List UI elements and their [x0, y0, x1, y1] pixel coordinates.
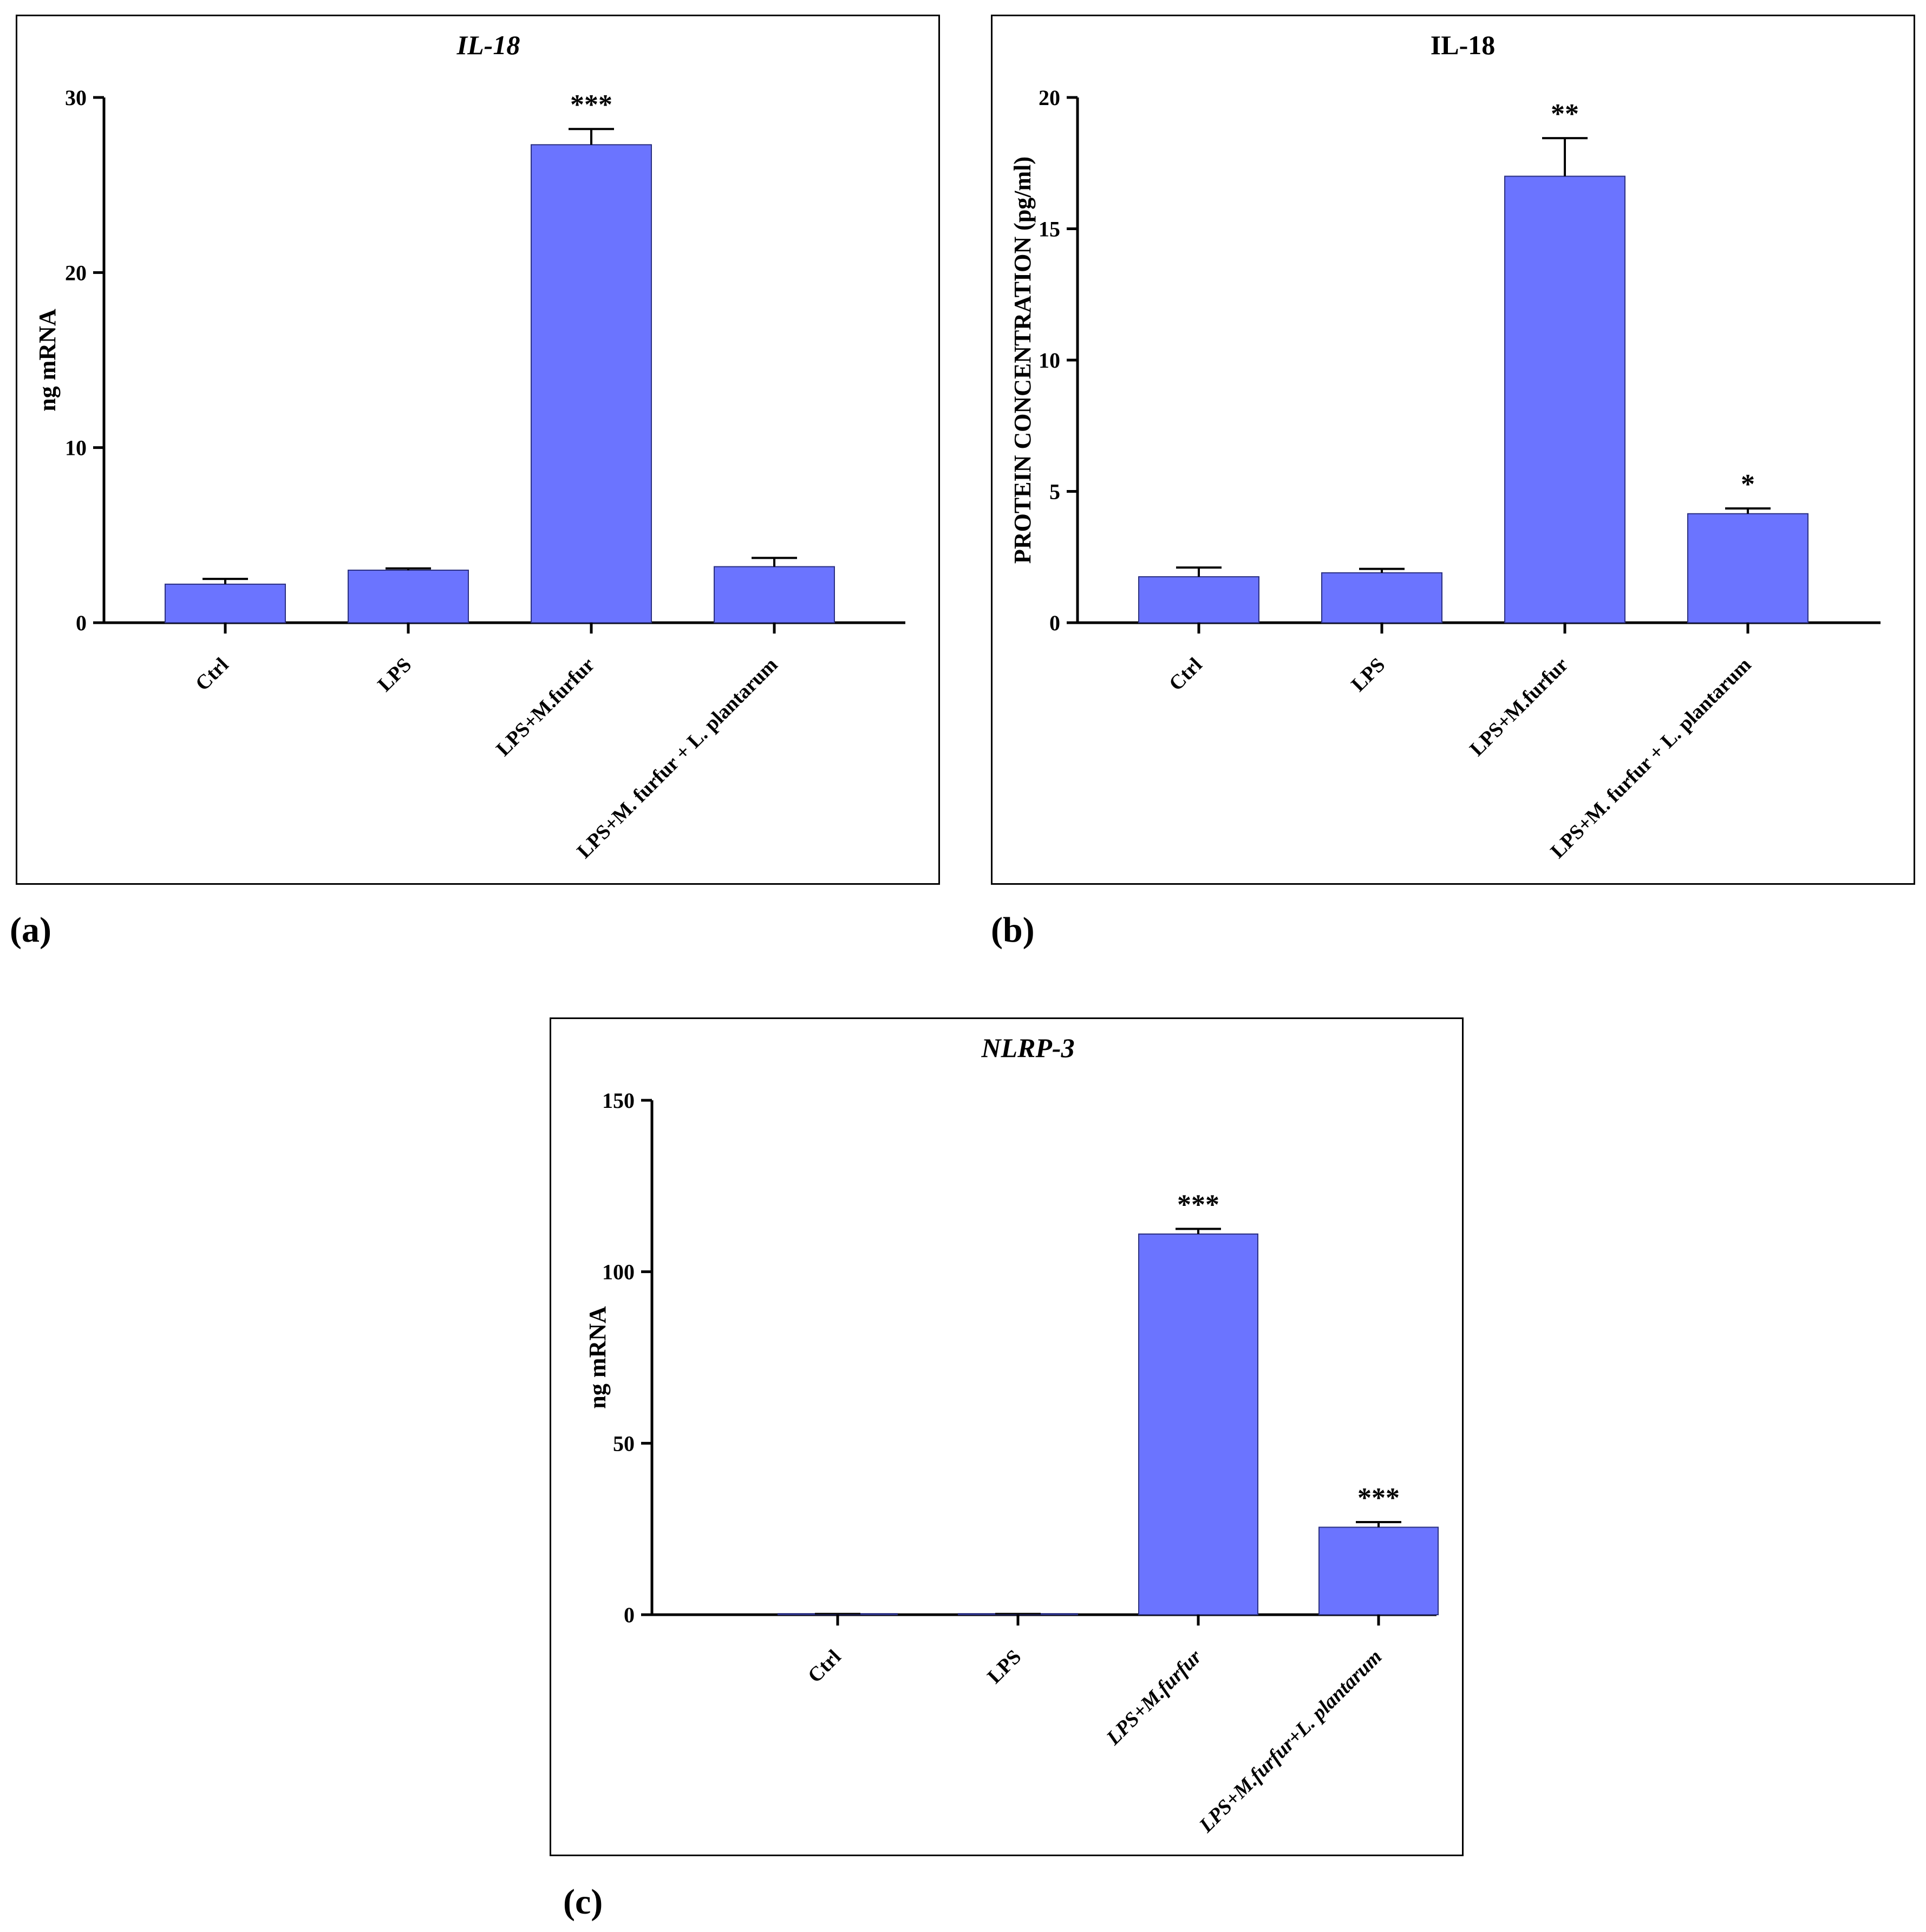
- y-tick-label: 20: [65, 260, 87, 285]
- bar: [1138, 1233, 1258, 1615]
- x-category-label: LPS+M.furfur: [1102, 1645, 1207, 1750]
- panel-label-c: (c): [563, 1882, 603, 1922]
- bar: [1318, 1526, 1439, 1615]
- significance-marker: ***: [1357, 1483, 1400, 1513]
- x-category-label: LPS+M.furfur: [492, 654, 599, 761]
- y-tick-label: 10: [65, 436, 87, 460]
- y-tick-label: 5: [1049, 480, 1060, 504]
- chart-c-svg: NLRP-3 ng mRNA 0 50 100 150 Ctrl LPS *** LPS+M.fu…: [584, 1033, 1439, 1837]
- chart-title: IL-18: [456, 30, 520, 60]
- bar: [1138, 576, 1259, 623]
- y-tick-label: 10: [1039, 348, 1060, 373]
- bar: [714, 566, 835, 623]
- y-tick-label: 0: [76, 611, 87, 635]
- y-tick-label: 20: [1039, 86, 1060, 110]
- significance-marker: ***: [1177, 1190, 1219, 1220]
- x-category-label: LPS+M. furfur + L. plantarum: [573, 654, 782, 863]
- chart-panel-c: NLRP-3 ng mRNA 0 50 100 150 Ctrl LPS *** LPS+M.fu…: [550, 1017, 1464, 1856]
- y-tick-label: 50: [613, 1431, 635, 1455]
- significance-marker: *: [1741, 469, 1755, 500]
- x-category-label: LPS: [1347, 654, 1389, 696]
- chart-title: NLRP-3: [981, 1033, 1074, 1063]
- panel-label-a: (a): [10, 910, 51, 950]
- bar: [1321, 572, 1442, 623]
- y-axis-label: PROTEIN CONCENTRATION (pg/ml): [1009, 156, 1036, 564]
- bar: [531, 144, 652, 624]
- chart-panel-a: IL-18 ng mRNA 0 10 20 30 Ctrl LPS *** LPS+M.furfu…: [16, 15, 940, 885]
- y-tick-label: 100: [602, 1260, 635, 1284]
- x-category-label: LPS: [983, 1646, 1026, 1688]
- x-category-label: LPS: [373, 654, 416, 696]
- chart-title: IL-18: [1431, 30, 1495, 60]
- x-category-label: LPS+M. furfur + L. plantarum: [1546, 654, 1756, 863]
- y-axis-label: ng mRNA: [584, 1306, 611, 1409]
- x-category-label: LPS+M.furfur+L. plantarum: [1194, 1646, 1386, 1837]
- chart-panel-b: IL-18 PROTEIN CONCENTRATION (pg/ml) 0 5 10 15…: [991, 15, 1915, 885]
- bar: [348, 570, 469, 623]
- panel-label-b: (b): [991, 910, 1035, 950]
- bar: [1504, 175, 1625, 623]
- significance-marker: ***: [570, 89, 612, 120]
- x-category-label: Ctrl: [804, 1646, 845, 1687]
- x-category-label: Ctrl: [1165, 654, 1206, 695]
- x-category-label: LPS+M.furfur: [1465, 654, 1572, 761]
- bar: [1687, 513, 1809, 623]
- x-category-label: Ctrl: [191, 654, 233, 695]
- bar: [165, 583, 286, 624]
- significance-marker: **: [1551, 99, 1579, 129]
- y-axis-label: ng mRNA: [34, 309, 61, 412]
- chart-a-svg: IL-18 ng mRNA 0 10 20 30 Ctrl LPS *** LPS+M.furfu…: [34, 30, 905, 863]
- y-tick-label: 150: [602, 1088, 635, 1113]
- y-tick-label: 0: [624, 1603, 635, 1627]
- chart-b-svg: IL-18 PROTEIN CONCENTRATION (pg/ml) 0 5 10 15…: [1009, 30, 1881, 863]
- y-tick-label: 0: [1049, 611, 1060, 635]
- y-tick-label: 15: [1039, 217, 1060, 241]
- y-tick-label: 30: [65, 86, 87, 110]
